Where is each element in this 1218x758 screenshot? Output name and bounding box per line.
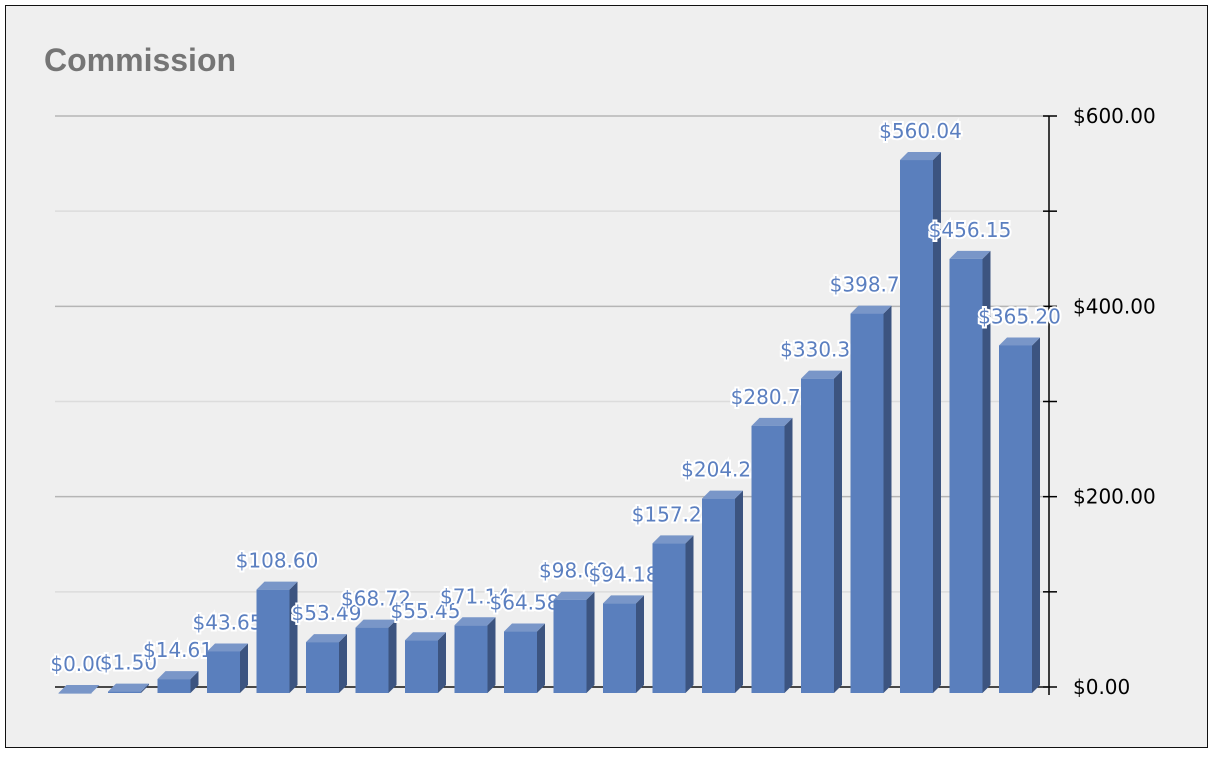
y-tick-label: $400.00 xyxy=(1073,294,1156,318)
bar-top xyxy=(454,617,496,626)
data-label: $560.04 xyxy=(879,119,962,143)
bar xyxy=(999,345,1032,693)
data-label: $55.45 xyxy=(391,599,461,623)
bar-top xyxy=(949,250,991,259)
bar-top xyxy=(306,634,347,643)
bar xyxy=(157,679,191,693)
bar-side xyxy=(636,595,644,693)
bar xyxy=(949,258,983,693)
bar xyxy=(108,691,141,693)
bar-side xyxy=(190,671,199,693)
data-label: $98.00 xyxy=(539,559,609,583)
bar-top xyxy=(751,417,793,426)
bar xyxy=(751,425,785,693)
bar xyxy=(504,631,537,693)
data-label: $14.61 xyxy=(143,638,213,662)
data-label: $71.14 xyxy=(440,584,510,608)
bar xyxy=(850,313,884,693)
data-label: $204.25 xyxy=(681,458,764,482)
bar-side xyxy=(735,490,743,693)
bar-side xyxy=(240,643,248,693)
bar-side xyxy=(537,623,545,693)
bar-side xyxy=(141,683,149,693)
data-label: $398.70 xyxy=(830,273,913,297)
bar xyxy=(801,378,834,693)
data-label: $280.75 xyxy=(731,385,814,409)
bar-top xyxy=(999,337,1040,346)
bar xyxy=(702,498,735,693)
y-tick-label: $600.00 xyxy=(1073,104,1156,128)
y-tick-label: $200.00 xyxy=(1073,485,1156,509)
bar-top xyxy=(355,619,397,628)
data-label: $330.30 xyxy=(780,338,863,362)
bar xyxy=(454,625,488,693)
data-label: $94.18 xyxy=(589,562,659,586)
bar xyxy=(256,589,290,693)
bar-side xyxy=(982,250,991,693)
bar-side xyxy=(784,417,793,693)
bar-top xyxy=(207,643,248,652)
bar-side xyxy=(339,634,347,693)
bar-top xyxy=(256,581,298,590)
bar-top xyxy=(702,490,743,499)
data-label: $64.58 xyxy=(490,591,560,615)
bar-top xyxy=(553,591,595,600)
bar-side xyxy=(438,632,446,693)
bar-side xyxy=(883,305,892,693)
data-label: $43.65 xyxy=(193,610,263,634)
bar xyxy=(355,627,389,693)
bar-top xyxy=(405,632,446,641)
bar xyxy=(207,651,240,693)
bar-side xyxy=(1032,337,1040,693)
bar-top xyxy=(900,152,941,161)
data-label: $456.15 xyxy=(929,218,1012,242)
bar-top xyxy=(108,683,149,692)
bar xyxy=(603,603,636,693)
bar-side xyxy=(388,619,397,693)
data-label: $68.72 xyxy=(341,587,411,611)
data-label: $365.20 xyxy=(978,304,1061,328)
data-label: $53.49 xyxy=(292,601,362,625)
bar xyxy=(652,543,686,693)
data-label: $1.50 xyxy=(100,651,157,675)
y-tick-label: $0.00 xyxy=(1073,675,1130,699)
bar-top xyxy=(850,305,892,314)
data-label: $0.00 xyxy=(50,652,107,676)
bar-side xyxy=(487,617,496,693)
bar xyxy=(553,599,587,693)
bar xyxy=(405,640,438,693)
bar-side xyxy=(834,370,842,693)
bar-side xyxy=(933,152,941,694)
bar-top xyxy=(157,671,199,680)
bar xyxy=(58,693,92,694)
bar xyxy=(900,160,933,694)
bar-side xyxy=(289,581,298,693)
bar-top xyxy=(504,623,545,632)
bar-top xyxy=(58,685,100,693)
data-label: $157.25 xyxy=(632,502,715,526)
data-label: $108.60 xyxy=(236,549,319,573)
bar xyxy=(306,642,339,693)
bar-top xyxy=(801,370,842,379)
bar-side xyxy=(586,591,595,693)
chart-title: Commission xyxy=(44,42,237,78)
bar-top xyxy=(652,535,694,544)
bar-top xyxy=(603,595,644,604)
bar-side xyxy=(685,535,694,693)
